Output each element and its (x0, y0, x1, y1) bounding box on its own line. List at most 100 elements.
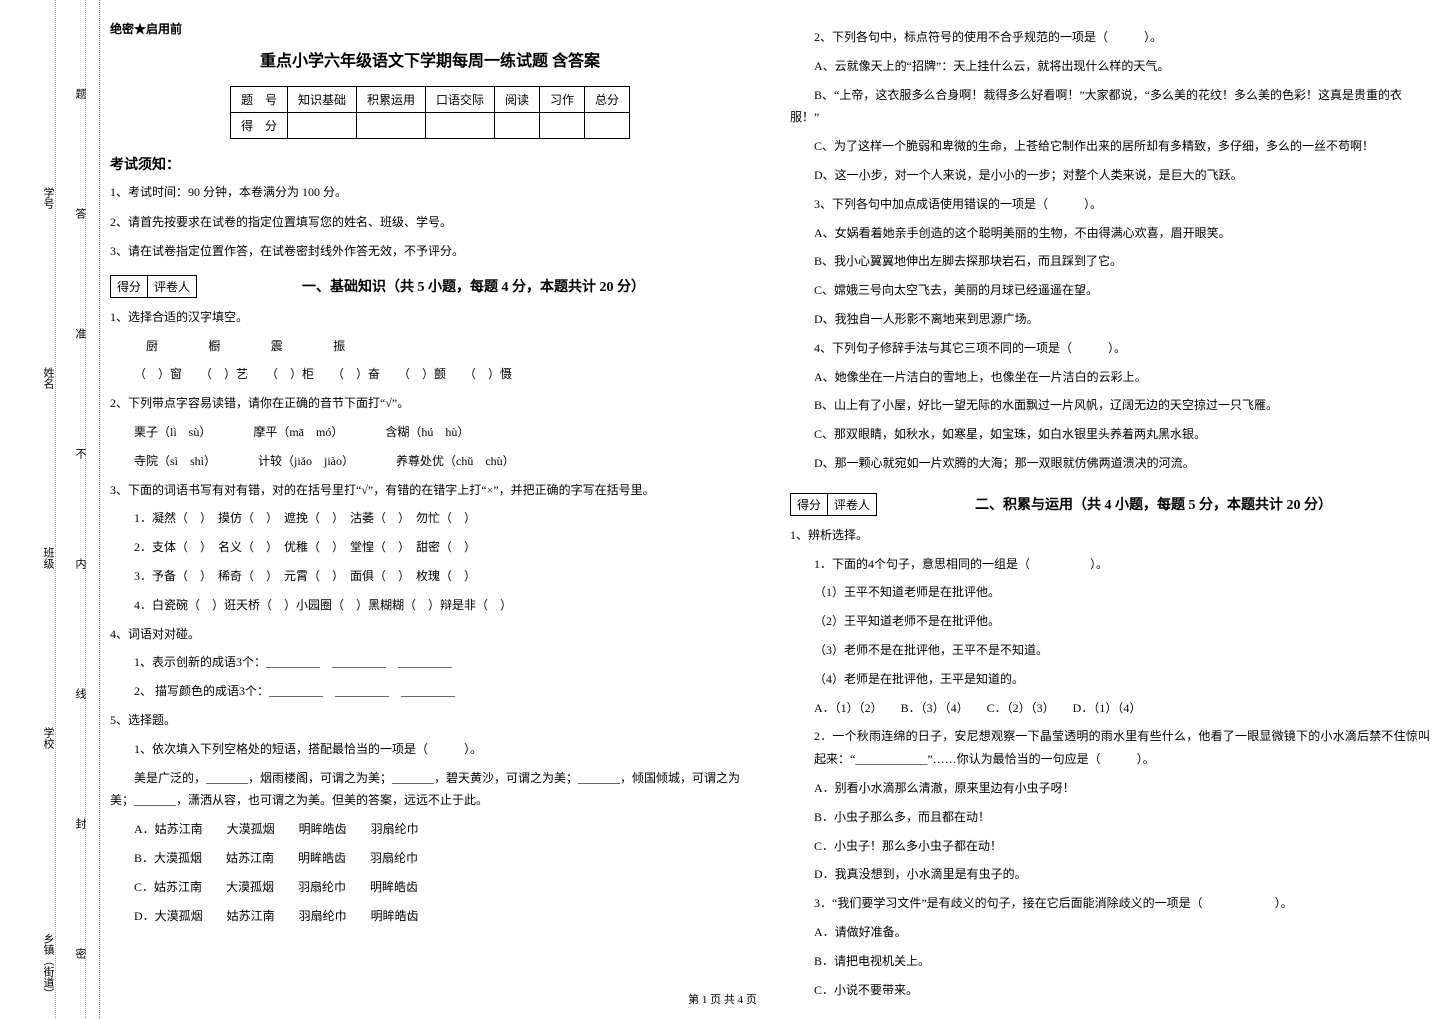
td: 得 分 (230, 113, 287, 139)
sidebar-label: 姓名 (40, 367, 56, 389)
exam-title: 重点小学六年级语文下学期每周一练试题 含答案 (110, 47, 750, 71)
question: 2、下列带点字容易读错，请你在正确的音节下面打“√”。 (110, 392, 750, 415)
binding-sidebar: 乡镇（街道） 学校 班级 姓名 学号 密 封 线 内 不 准 答 题 (0, 0, 100, 1019)
option: A．别看小水滴那么清澈，原来里边有小虫子呀！ (790, 777, 1430, 800)
th: 口语交际 (425, 87, 494, 113)
question: 1、选择合适的汉字填空。 (110, 306, 750, 329)
question-line: 栗子（lì sù） 摩平（mā mó） 含糊（hú hù） (110, 421, 750, 444)
sidebar-label: 学校 (40, 727, 56, 749)
question-line: 寺院（sì shì） 计较（jiǎo jiào） 养尊处优（chǔ chù） (110, 450, 750, 473)
option: C．姑苏江南 大漠孤烟 羽扇纶巾 明眸皓齿 (110, 876, 750, 899)
option: D、那一颗心就宛如一片欢腾的大海；那一双眼就仿佛两道溃决的河流。 (790, 452, 1430, 475)
td (425, 113, 494, 139)
seal-mark: 线 (72, 688, 88, 699)
question-line: 2、 描写颜色的成语3个：_________ _________ _______… (110, 680, 750, 703)
section-header: 得分 评卷人 二、积累与运用（共 4 小题，每题 5 分，本题共计 20 分） (790, 493, 1430, 516)
sidebar-label: 乡镇（街道） (40, 933, 56, 999)
right-column: 2、下列各句中，标点符号的使用不合乎规范的一项是（ ）。 A、云就像天上的“招牌… (790, 20, 1430, 1007)
score-table: 题 号 知识基础 积累运用 口语交际 阅读 习作 总分 得 分 (230, 86, 630, 139)
seal-mark: 内 (72, 558, 88, 569)
score-box-label: 评卷人 (828, 494, 876, 515)
page-content: 绝密★启用前 重点小学六年级语文下学期每周一练试题 含答案 题 号 知识基础 积… (110, 20, 1430, 1007)
score-box-label: 评卷人 (148, 276, 196, 297)
th: 习作 (540, 87, 585, 113)
option: A．请做好准备。 (790, 921, 1430, 944)
sidebar-label: 学号 (40, 187, 56, 209)
option: C、嫦娥三号向太空飞去，美丽的月球已经遥遥在望。 (790, 279, 1430, 302)
question-line: 2、下列各句中，标点符号的使用不合乎规范的一项是（ ）。 (790, 26, 1430, 49)
question: 4、词语对对碰。 (110, 623, 750, 646)
option: B．小虫子那么多，而且都在动！ (790, 806, 1430, 829)
section-header: 得分 评卷人 一、基础知识（共 5 小题，每题 4 分，本题共计 20 分） (110, 275, 750, 298)
seal-mark: 准 (72, 328, 88, 339)
question: 1、辨析选择。 (790, 524, 1430, 547)
score-box: 得分 评卷人 (790, 493, 877, 516)
option: A、云就像天上的“招牌”：天上挂什么云，就将出现什么样的天气。 (790, 55, 1430, 78)
td (540, 113, 585, 139)
question-line: 2．一个秋雨连绵的日子，安尼想观察一下晶莹透明的雨水里有些什么，他看了一眼显微镜… (790, 725, 1430, 771)
question-line: （2）王平知道老师不是在批评他。 (790, 610, 1430, 633)
option: B、我小心翼翼地伸出左脚去探那块岩石，而且踩到了它。 (790, 250, 1430, 273)
td (585, 113, 630, 139)
seal-mark: 密 (72, 948, 88, 959)
option: A、女娲看着她亲手创造的这个聪明美丽的生物，不由得满心欢喜，眉开眼笑。 (790, 222, 1430, 245)
question: 5、选择题。 (110, 709, 750, 732)
question-line: 1．凝然（ ） 摸仿（ ） 遮挽（ ） 沽萎（ ） 勿忙（ ） (110, 507, 750, 530)
score-box-label: 得分 (791, 494, 828, 515)
th: 阅读 (495, 87, 540, 113)
seal-mark: 答 (72, 208, 88, 219)
option: D、这一小步，对一个人来说，是小小的一步；对整个人类来说，是巨大的飞跃。 (790, 164, 1430, 187)
option-row: A．（1）（2） B．（3）（4） C．（2）（3） D．（1）（4） (790, 697, 1430, 720)
question-line: （1）王平不知道老师是在批评他。 (790, 581, 1430, 604)
option: A．姑苏江南 大漠孤烟 明眸皓齿 羽扇纶巾 (110, 818, 750, 841)
question-line: 1、依次填入下列空格处的短语，搭配最恰当的一项是（ ）。 (110, 738, 750, 761)
question-line: （ ）窗 （ ）艺 （ ）柜 （ ）奋 （ ）颤 （ ）慑 (110, 363, 750, 386)
option: D、我独自一人形影不离地来到思源广场。 (790, 308, 1430, 331)
left-column: 绝密★启用前 重点小学六年级语文下学期每周一练试题 含答案 题 号 知识基础 积… (110, 20, 750, 1007)
notice-item: 3、请在试卷指定位置作答，在试卷密封线外作答无效，不予评分。 (110, 241, 750, 263)
td (356, 113, 425, 139)
option: D．我真没想到，小水滴里是有虫子的。 (790, 863, 1430, 886)
option: D．大漠孤烟 姑苏江南 羽扇纶巾 明眸皓齿 (110, 905, 750, 928)
question-line: 3、下列各句中加点成语使用错误的一项是（ ）。 (790, 193, 1430, 216)
option: B．请把电视机关上。 (790, 950, 1430, 973)
td (287, 113, 356, 139)
th: 总分 (585, 87, 630, 113)
option: A、她像坐在一片洁白的雪地上，也像坐在一片洁白的云彩上。 (790, 366, 1430, 389)
seal-mark: 封 (72, 818, 88, 829)
question-body: 美是广泛的，_______，烟雨楼阁，可谓之为美；_______，碧天黄沙，可谓… (110, 767, 750, 813)
option: C、为了这样一个脆弱和卑微的生命，上苍给它制作出来的居所却有多精致，多仔细，多么… (790, 135, 1430, 158)
th: 题 号 (230, 87, 287, 113)
question-line: 3．予备（ ） 稀奇（ ） 元霄（ ） 面俱（ ） 枚瑰（ ） (110, 565, 750, 588)
score-box-label: 得分 (111, 276, 148, 297)
option: B、“上帝，这衣服多么合身啊！裁得多么好看啊！”大家都说，“多么美的花纹！多么美… (790, 84, 1430, 130)
score-box: 得分 评卷人 (110, 275, 197, 298)
secret-label: 绝密★启用前 (110, 20, 750, 37)
option: B．大漠孤烟 姑苏江南 明眸皓齿 羽扇纶巾 (110, 847, 750, 870)
option: C、那双眼睛，如秋水，如寒星，如宝珠，如白水银里头养着两丸黑水银。 (790, 423, 1430, 446)
question-line: 1．下面的4个句子，意思相同的一组是（ ）。 (790, 553, 1430, 576)
question-line: 厨 橱 震 振 (110, 335, 750, 358)
page-footer: 第 1 页 共 4 页 (0, 991, 1445, 1007)
notice-item: 2、请首先按要求在试卷的指定位置填写您的姓名、班级、学号。 (110, 212, 750, 234)
seal-mark: 不 (72, 448, 88, 459)
th: 积累运用 (356, 87, 425, 113)
option: B、山上有了小屋，好比一望无际的水面飘过一片风帆，辽阔无边的天空掠过一只飞雁。 (790, 394, 1430, 417)
question-line: （4）老师是在批评他，王平是知道的。 (790, 668, 1430, 691)
td (495, 113, 540, 139)
th: 知识基础 (287, 87, 356, 113)
notice-heading: 考试须知： (110, 154, 750, 174)
question-line: 3．“我们要学习文件”是有歧义的句子，接在它后面能消除歧义的一项是（ ）。 (790, 892, 1430, 915)
sidebar-label: 班级 (40, 547, 56, 569)
section-title: 二、积累与运用（共 4 小题，每题 5 分，本题共计 20 分） (877, 494, 1430, 514)
option: C．小虫子！那么多小虫子都在动！ (790, 835, 1430, 858)
question-line: （3）老师不是在批评他，王平不是不知道。 (790, 639, 1430, 662)
section-title: 一、基础知识（共 5 小题，每题 4 分，本题共计 20 分） (197, 276, 750, 296)
question-line: 1、表示创新的成语3个：_________ _________ ________… (110, 651, 750, 674)
seal-mark: 题 (72, 88, 88, 99)
question-line: 2．支体（ ） 名义（ ） 优稚（ ） 堂惶（ ） 甜密（ ） (110, 536, 750, 559)
question-line: 4、下列句子修辞手法与其它三项不同的一项是（ ）。 (790, 337, 1430, 360)
question: 3、下面的词语书写有对有错，对的在括号里打“√”，有错的在错字上打“×”，并把正… (110, 479, 750, 502)
notice-item: 1、考试时间：90 分钟，本卷满分为 100 分。 (110, 182, 750, 204)
question-line: 4．白瓷碗（ ）诳天桥（ ）小园圈（ ）黑糊糊（ ）辩是非（ ） (110, 594, 750, 617)
